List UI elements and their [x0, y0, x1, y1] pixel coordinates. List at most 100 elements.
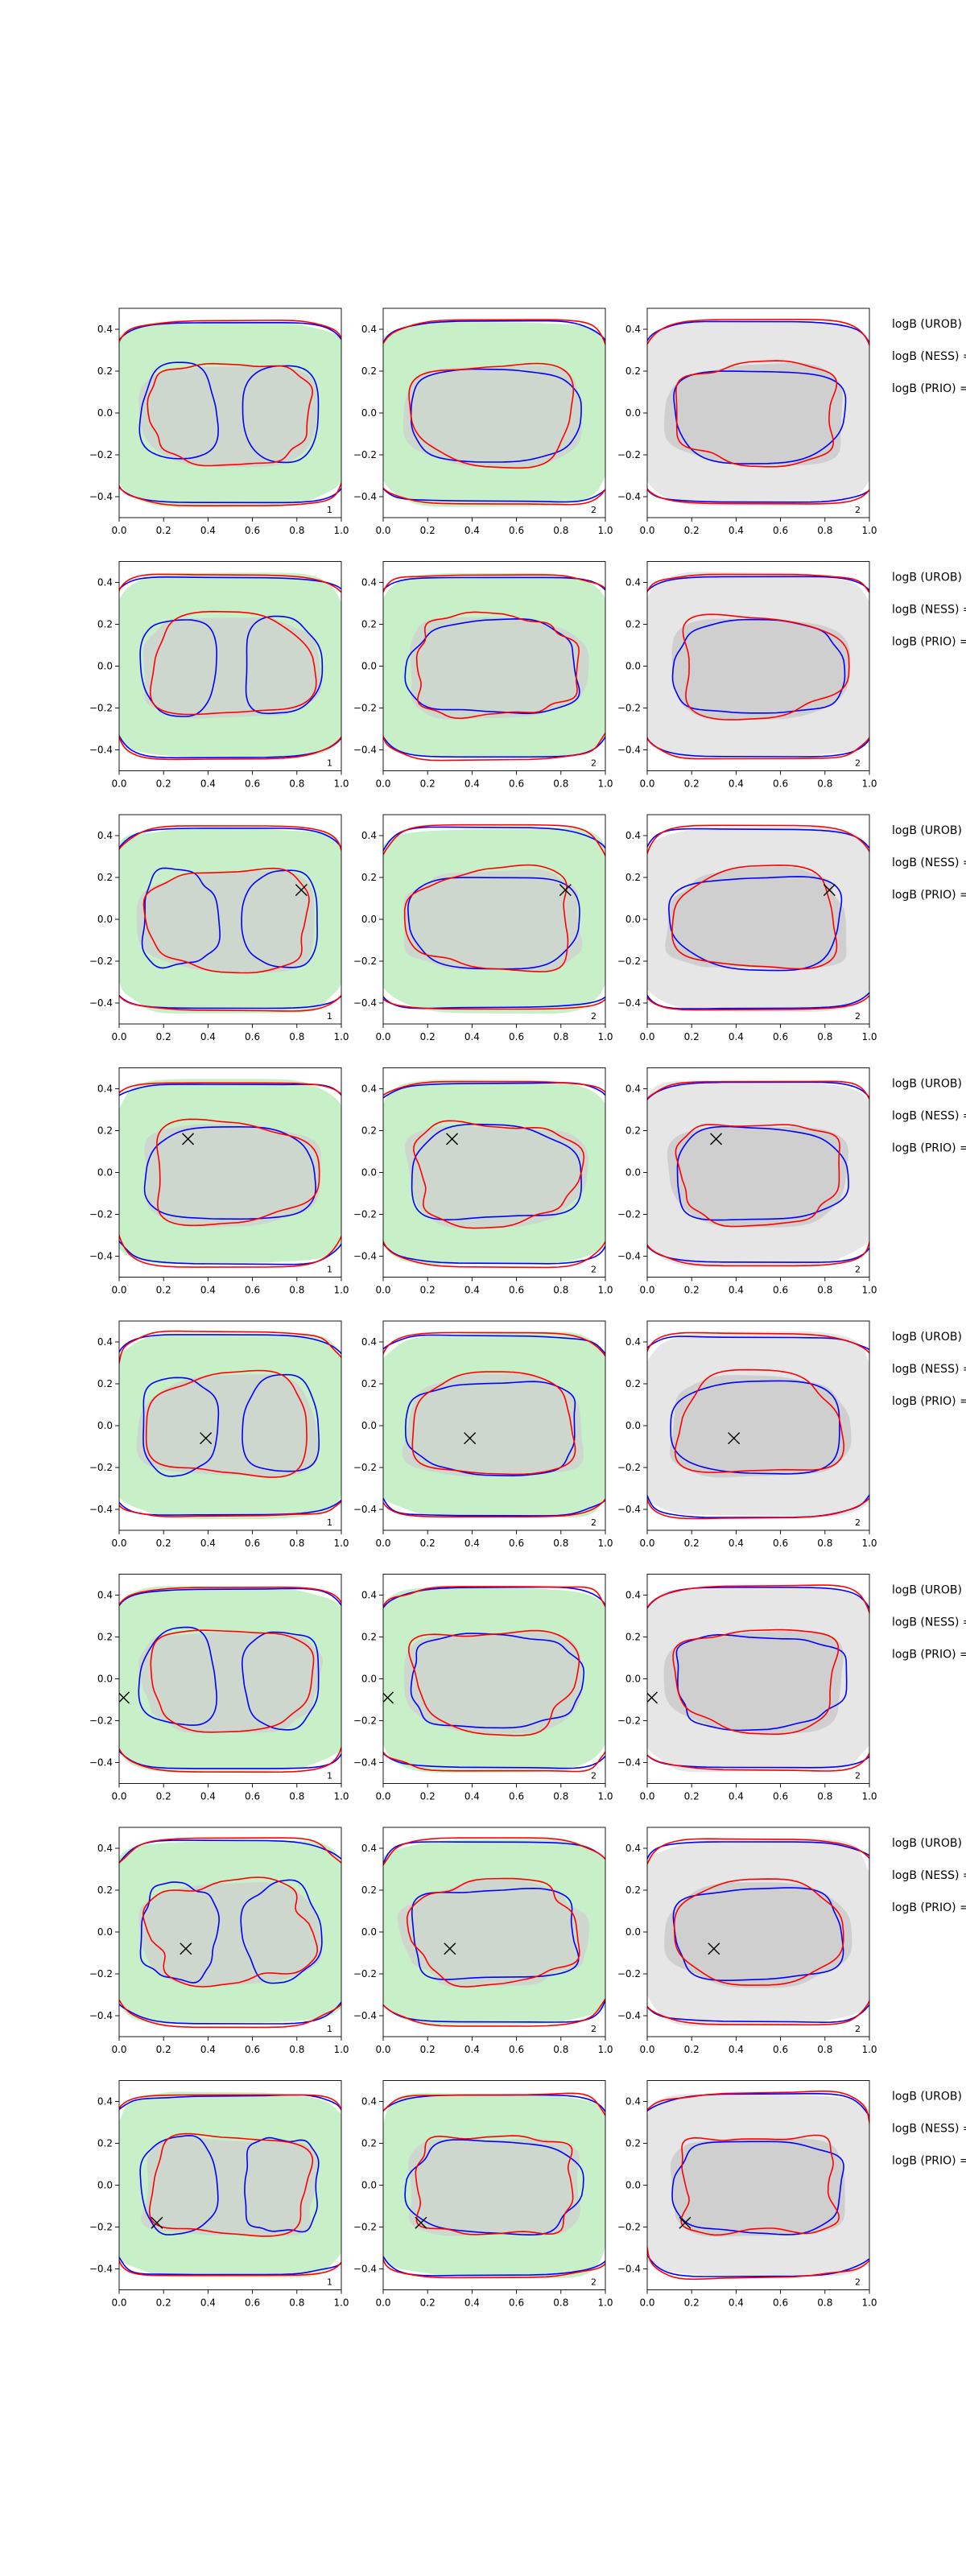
density-inner-fill — [663, 362, 843, 466]
logb-label-r3: logB (NESS) = — [892, 857, 966, 869]
x-tick-label: 0.6 — [509, 2297, 524, 2309]
panel-label: 1 — [327, 2024, 332, 2034]
y-tick-label: −0.4 — [89, 491, 113, 502]
y-tick-label: −0.4 — [617, 997, 641, 1009]
x-tick-label: 0.6 — [773, 2044, 788, 2055]
panel-r7-c2: 2 0.0 0.2 0.4 0.6 0.8 1.0 0.4 0.2 0.0 −0.2 −0.4 — [353, 1827, 613, 2055]
x-tick-label: 1.0 — [333, 525, 349, 536]
density-inner-fill — [671, 618, 851, 720]
y-tick-label: 0.4 — [625, 1084, 641, 1095]
x-tick-label: 0.4 — [729, 1031, 744, 1042]
contour-inner-red — [403, 864, 569, 972]
x-tick-label: 0.8 — [553, 1285, 568, 1296]
x-tick-label: 0.6 — [245, 1285, 260, 1296]
panel-label: 2 — [591, 1011, 597, 1022]
x-tick-label: 0.6 — [773, 1031, 788, 1042]
true-value-marker — [444, 1942, 456, 1955]
x-tick-label: 0.0 — [111, 2297, 126, 2309]
panel-label: 2 — [855, 1265, 861, 1275]
true-value-marker — [679, 2216, 691, 2229]
y-tick-label: 0.4 — [97, 1336, 113, 1348]
y-tick-label: 0.0 — [361, 1926, 377, 1938]
panel-r8-c2: 2 0.0 0.2 0.4 0.6 0.8 1.0 0.4 0.2 0.0 −0.2 −0.4 — [353, 2080, 613, 2309]
x-tick-label: 0.0 — [375, 1791, 390, 1802]
x-tick-label: 0.8 — [817, 1791, 832, 1802]
panel-content — [383, 1067, 605, 1278]
true-value-marker — [710, 1133, 723, 1146]
x-tick-label: 0.4 — [464, 1285, 480, 1296]
y-tick-label: −0.2 — [617, 2222, 641, 2233]
x-tick-label: 1.0 — [333, 1285, 349, 1296]
x-tick-label: 0.0 — [111, 2044, 126, 2055]
y-tick-label: 0.4 — [625, 1336, 641, 1348]
y-tick-label: −0.2 — [353, 703, 377, 714]
y-tick-label: 0.0 — [361, 914, 377, 925]
panel-content — [647, 1574, 869, 1784]
x-tick-label: 0.8 — [817, 778, 832, 790]
y-tick-label: −0.4 — [89, 1757, 113, 1769]
density-inner-fill — [669, 1375, 852, 1478]
contour-outer-red — [383, 1080, 605, 1269]
x-tick-label: 0.8 — [553, 2297, 568, 2309]
y-tick-label: 0.4 — [97, 1590, 113, 1601]
true-value-marker — [200, 1432, 213, 1445]
true-value-marker — [383, 1691, 394, 1704]
x-tick-label: 0.6 — [773, 525, 788, 536]
true-value-marker — [182, 1133, 195, 1146]
contour-outer-blue — [119, 828, 341, 1009]
contour-inner-blue-right — [242, 365, 320, 464]
contour-inner-red — [672, 1629, 840, 1736]
panel-content — [647, 815, 869, 1024]
x-tick-label: 0.6 — [509, 778, 524, 790]
x-tick-label: 0.2 — [420, 1285, 436, 1296]
panel-content — [647, 561, 869, 771]
x-tick-label: 0.2 — [684, 778, 700, 790]
y-tick-label: 0.0 — [625, 1674, 641, 1685]
y-tick-label: 0.4 — [625, 1590, 641, 1601]
x-tick-label: 0.2 — [684, 2044, 700, 2055]
y-tick-label: 0.2 — [625, 872, 641, 883]
x-tick-label: 0.6 — [509, 1031, 524, 1042]
y-tick-label: −0.4 — [617, 1251, 641, 1262]
contour-inner-blue-left — [138, 361, 219, 460]
y-tick-label: −0.2 — [89, 1209, 113, 1220]
x-tick-label: 0.0 — [111, 1285, 126, 1296]
y-tick-label: −0.2 — [89, 956, 113, 967]
y-tick-label: 0.4 — [361, 1084, 377, 1095]
true-value-marker — [415, 2216, 427, 2229]
panel-label: 1 — [327, 1011, 332, 1022]
contour-inner-blue-left — [139, 619, 217, 717]
contour-inner-blue-right — [241, 1631, 320, 1731]
panel-r5-c2: 2 0.0 0.2 0.4 0.6 0.8 1.0 0.4 0.2 0.0 −0.2 −0.4 — [353, 1320, 613, 1549]
x-tick-label: 0.2 — [156, 1791, 171, 1802]
x-tick-label: 0.4 — [729, 1285, 744, 1296]
x-tick-label: 0.4 — [200, 1285, 216, 1296]
contour-outer-red — [647, 1331, 869, 1520]
x-tick-label: 0.4 — [729, 2044, 744, 2055]
y-tick-label: 0.0 — [97, 1167, 113, 1179]
contour-inner-blue-left — [138, 1626, 218, 1726]
logb-label-r2: logB (PRIO) = — [892, 636, 966, 649]
y-tick-label: −0.2 — [353, 1462, 377, 1473]
logb-label-r5: logB (NESS) = — [892, 1363, 966, 1376]
y-tick-label: 0.2 — [361, 365, 377, 377]
y-tick-label: 0.0 — [625, 1926, 641, 1938]
y-tick-label: 0.4 — [97, 830, 113, 841]
contour-inner-blue — [673, 370, 847, 464]
true-value-marker — [559, 884, 572, 897]
x-tick-label: 0.8 — [817, 1285, 832, 1296]
contour-inner-red — [671, 864, 838, 970]
contour-outer-red — [119, 1586, 341, 1773]
x-tick-label: 0.4 — [729, 778, 744, 790]
panel-content — [119, 2080, 341, 2290]
contour-inner-red — [413, 1120, 585, 1229]
panel-label: 2 — [591, 2277, 597, 2288]
panel-r6-c3: 2 0.0 0.2 0.4 0.6 0.8 1.0 0.4 0.2 0.0 −0.2 −0.4 — [617, 1574, 877, 1802]
y-tick-label: −0.2 — [89, 1968, 113, 1979]
panel-r5-c1: 1 0.0 0.2 0.4 0.6 0.8 1.0 0.4 0.2 0.0 −0.2 −0.4 — [89, 1320, 349, 1549]
contour-inner-blue — [404, 2139, 584, 2236]
panel-r2-c1: 1 0.0 0.2 0.4 0.6 0.8 1.0 0.4 0.2 0.0 −0.2 −0.4 — [89, 561, 349, 790]
contour-outer-red — [119, 1082, 341, 1268]
y-tick-label: −0.2 — [89, 449, 113, 460]
contour-inner-blue — [407, 877, 580, 970]
